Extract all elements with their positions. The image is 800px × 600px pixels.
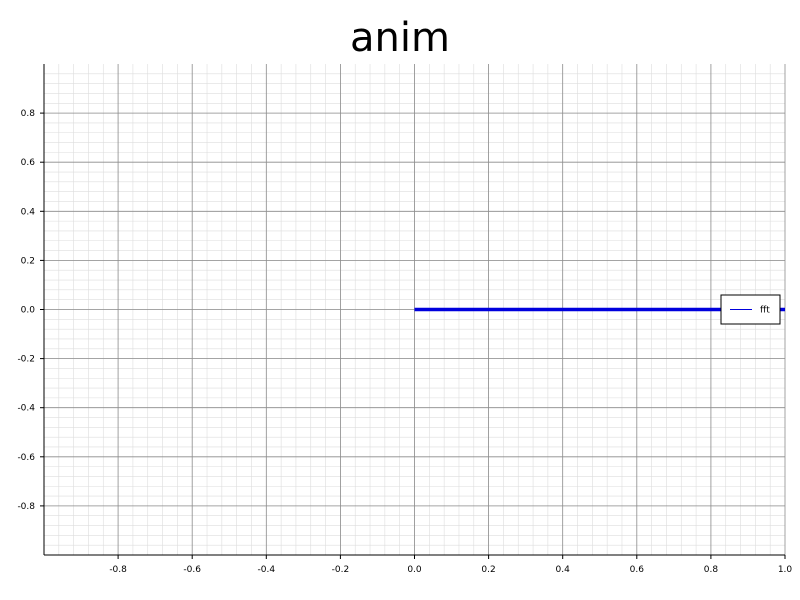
y-tick-label: 0.2: [21, 256, 35, 266]
y-tick-label: -0.2: [17, 355, 35, 365]
legend: fft: [720, 294, 781, 325]
y-tick-label: -0.4: [17, 404, 35, 414]
legend-label: fft: [760, 306, 770, 316]
x-tick-label: 1.0: [778, 565, 793, 575]
y-tick-label: 0.8: [21, 109, 36, 119]
x-tick-label: 0.2: [481, 565, 495, 575]
x-tick-label: -0.8: [109, 565, 127, 575]
y-tick-label: 0.6: [21, 158, 36, 168]
y-tick-label: -0.6: [17, 453, 35, 463]
y-tick-labels: -0.8 -0.6 -0.4 -0.2 0.0 0.2 0.4 0.6 0.8: [17, 109, 35, 512]
chart-title: anim: [350, 15, 450, 61]
x-tick-label: 0.8: [704, 565, 719, 575]
y-tick-label: 0.4: [21, 207, 36, 217]
x-tick-label: 0.6: [630, 565, 645, 575]
x-tick-label: -0.4: [258, 565, 276, 575]
y-tick-label: -0.8: [17, 502, 35, 512]
x-tick-label: -0.6: [183, 565, 201, 575]
x-tick-labels: -0.8 -0.6 -0.4 -0.2 0.0 0.2 0.4 0.6 0.8 1.0: [109, 565, 792, 575]
x-tick-label: -0.2: [332, 565, 350, 575]
x-tick-label: 0.0: [407, 565, 422, 575]
y-tick-label: 0.0: [21, 306, 36, 316]
axes: [40, 64, 786, 559]
x-tick-label: 0.4: [556, 565, 571, 575]
